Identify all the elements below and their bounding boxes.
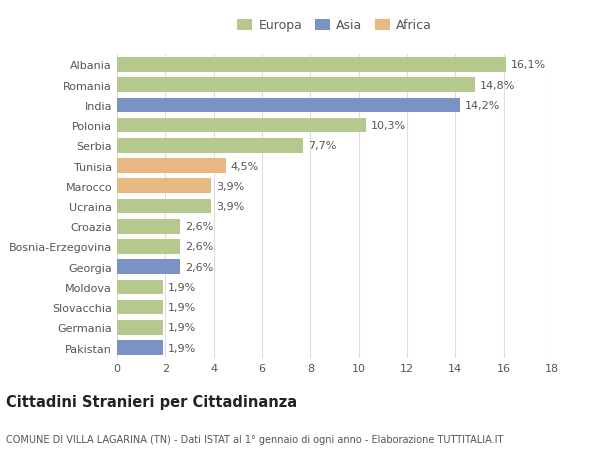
Bar: [117, 219, 180, 234]
Legend: Europa, Asia, Africa: Europa, Asia, Africa: [232, 14, 437, 37]
Text: 3,9%: 3,9%: [216, 202, 244, 212]
Text: 4,5%: 4,5%: [230, 161, 259, 171]
Bar: [117, 260, 180, 274]
Bar: [117, 139, 303, 153]
Text: 10,3%: 10,3%: [371, 121, 406, 131]
Bar: [117, 320, 163, 335]
Bar: [117, 179, 211, 194]
Bar: [117, 98, 460, 113]
Bar: [117, 199, 211, 214]
Text: 1,9%: 1,9%: [168, 343, 196, 353]
Bar: [117, 280, 163, 295]
Text: 2,6%: 2,6%: [185, 242, 213, 252]
Bar: [117, 341, 163, 355]
Bar: [117, 78, 475, 93]
Bar: [117, 159, 226, 174]
Bar: [117, 240, 180, 254]
Text: 1,9%: 1,9%: [168, 302, 196, 313]
Text: 1,9%: 1,9%: [168, 282, 196, 292]
Bar: [117, 58, 506, 73]
Text: 3,9%: 3,9%: [216, 181, 244, 191]
Text: 14,2%: 14,2%: [465, 101, 500, 111]
Bar: [117, 300, 163, 315]
Text: 2,6%: 2,6%: [185, 222, 213, 232]
Text: Cittadini Stranieri per Cittadinanza: Cittadini Stranieri per Cittadinanza: [6, 394, 297, 409]
Text: 14,8%: 14,8%: [479, 80, 515, 90]
Text: 16,1%: 16,1%: [511, 60, 546, 70]
Bar: [117, 118, 366, 133]
Text: 1,9%: 1,9%: [168, 323, 196, 333]
Text: 2,6%: 2,6%: [185, 262, 213, 272]
Text: 7,7%: 7,7%: [308, 141, 336, 151]
Text: COMUNE DI VILLA LAGARINA (TN) - Dati ISTAT al 1° gennaio di ogni anno - Elaboraz: COMUNE DI VILLA LAGARINA (TN) - Dati IST…: [6, 434, 503, 443]
